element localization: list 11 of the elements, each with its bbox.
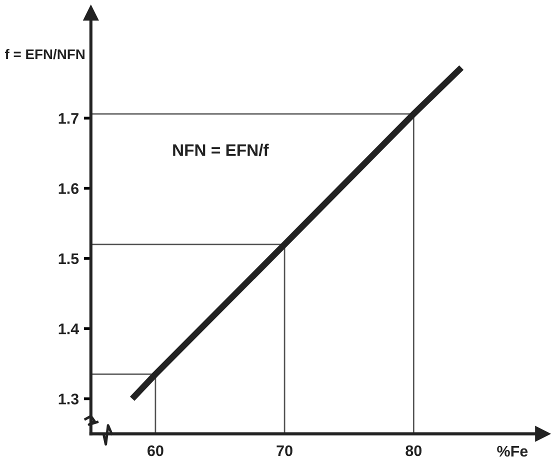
y-tick-label: 1.3 (58, 394, 79, 404)
x-tick-label: 80 (406, 445, 422, 456)
y-tick-label: 1.4 (58, 324, 80, 334)
y-tick-label: 1.5 (58, 253, 79, 264)
x-tick-label: 70 (276, 445, 292, 456)
y-tick-label: 1.7 (58, 113, 78, 124)
x-axis-title: %Fe (497, 446, 528, 457)
annotation: NFN = EFN/f (173, 144, 269, 156)
x-tick-label: 60 (148, 445, 164, 456)
y-axis-title: f = EFN/NFN (5, 48, 84, 60)
y-tick-label: 1.6 (58, 183, 79, 194)
